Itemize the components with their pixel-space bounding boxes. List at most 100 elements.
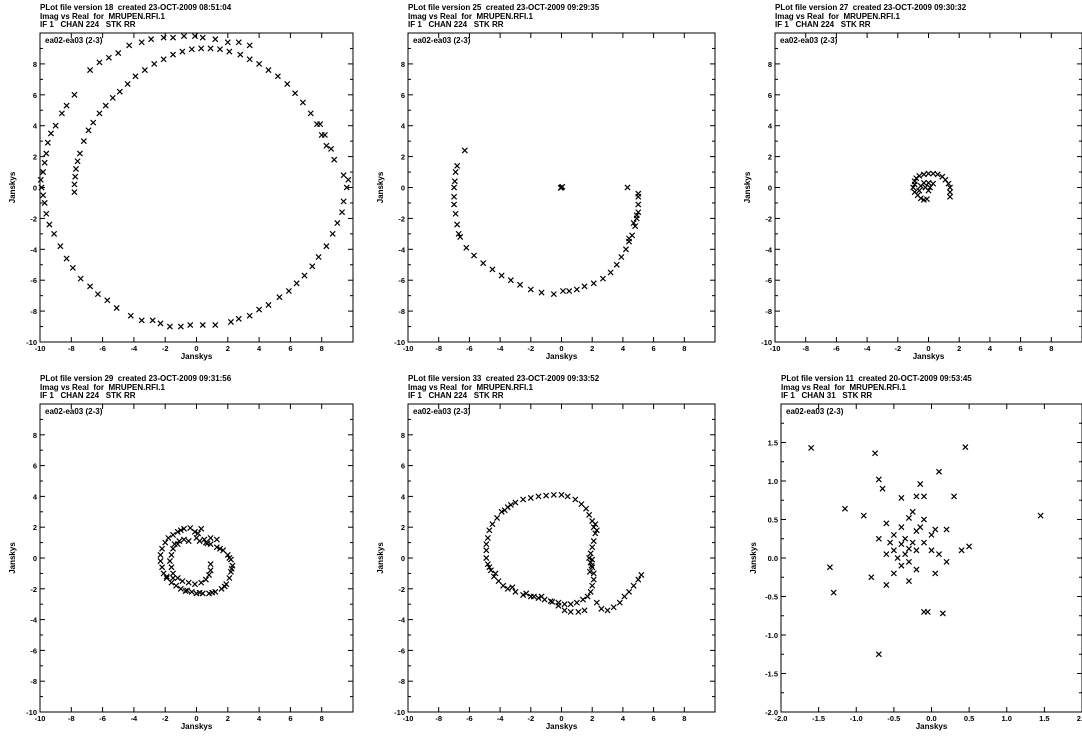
- data-point: [911, 189, 918, 196]
- data-point: [193, 534, 200, 542]
- data-point: [566, 287, 573, 295]
- data-point: [635, 193, 642, 200]
- x-tick-label: 0: [194, 344, 198, 353]
- plot-header-line: PLot file version 27 created 23-OCT-2009…: [775, 3, 967, 12]
- data-point: [916, 172, 923, 179]
- plot-header-line: IF 1 CHAN 224 STK RR: [40, 391, 136, 400]
- y-tick-label: -6: [30, 646, 37, 655]
- data-point: [237, 51, 244, 58]
- data-point: [489, 266, 496, 273]
- data-point: [610, 604, 617, 611]
- y-axis-label: Janskys: [743, 171, 752, 203]
- data-point: [157, 551, 164, 558]
- y-axis-label: Janskys: [8, 171, 17, 203]
- data-point: [224, 551, 231, 558]
- data-point: [1037, 512, 1044, 519]
- data-point: [124, 80, 131, 88]
- data-point: [132, 73, 139, 80]
- data-point: [126, 42, 133, 49]
- x-tick-label: -2.0: [775, 714, 788, 723]
- data-point: [905, 558, 912, 565]
- data-point: [590, 524, 597, 531]
- plot-header: PLot file version 29 created 23-OCT-2009…: [40, 374, 231, 401]
- data-point: [590, 570, 597, 577]
- data-point: [909, 508, 916, 515]
- data-point: [962, 444, 969, 451]
- data-point: [166, 558, 173, 565]
- data-point: [504, 504, 511, 511]
- data-point: [626, 238, 633, 245]
- data-point: [911, 178, 918, 185]
- data-point: [141, 67, 148, 74]
- data-point: [71, 181, 78, 188]
- data-point: [246, 312, 253, 319]
- plot-header-line: PLot file version 25 created 23-OCT-2009…: [408, 3, 600, 12]
- baseline-label: ea02-ea03 (2-3): [413, 36, 471, 45]
- data-point: [451, 178, 458, 185]
- data-point: [592, 521, 599, 528]
- baseline-label: ea02-ea03 (2-3): [780, 36, 838, 45]
- data-point: [555, 599, 562, 606]
- data-point: [930, 180, 937, 187]
- data-point: [573, 286, 580, 293]
- data-point: [920, 179, 927, 186]
- data-point: [626, 235, 633, 242]
- data-point: [589, 556, 596, 563]
- data-point: [191, 528, 198, 535]
- data-point: [923, 196, 930, 203]
- data-point: [927, 184, 934, 191]
- data-point: [191, 33, 198, 40]
- data-point: [46, 221, 53, 228]
- data-point: [538, 593, 545, 600]
- plot-frame: [780, 403, 1082, 713]
- data-point: [209, 589, 216, 596]
- x-tick-label: 8: [320, 344, 324, 353]
- plot-header-line: Imag vs Real for MRUPEN.RFI.1: [775, 11, 900, 21]
- x-tick-label: 4: [257, 714, 262, 723]
- data-point: [550, 491, 557, 498]
- data-point: [159, 564, 166, 571]
- data-point: [583, 505, 590, 512]
- x-tick-label: -8: [435, 344, 442, 353]
- x-tick-label: -2: [162, 344, 169, 353]
- data-point: [340, 172, 347, 179]
- data-point: [224, 39, 231, 46]
- x-tick-label: -4: [131, 344, 138, 353]
- data-point: [44, 139, 51, 146]
- data-point: [193, 590, 200, 597]
- data-point: [875, 476, 882, 483]
- data-point: [454, 162, 461, 169]
- data-point: [323, 243, 330, 250]
- data-point: [905, 545, 912, 552]
- data-point: [176, 538, 183, 545]
- data-point: [936, 468, 943, 475]
- data-point: [632, 223, 639, 230]
- y-tick-label: 4: [401, 122, 406, 131]
- x-tick-label: -4: [497, 344, 504, 353]
- data-point: [160, 570, 167, 577]
- data-point: [72, 165, 80, 172]
- x-tick-label: -6: [833, 344, 840, 353]
- data-point: [590, 576, 597, 583]
- plot-header: PLot file version 25 created 23-OCT-2009…: [408, 3, 600, 30]
- data-point: [223, 581, 230, 588]
- data-point: [898, 562, 905, 569]
- data-point: [212, 321, 219, 329]
- data-point: [920, 516, 927, 523]
- data-point: [527, 494, 534, 501]
- data-point: [905, 514, 912, 521]
- data-point: [498, 508, 505, 515]
- plot-header-line: IF 1 CHAN 224 STK RR: [408, 20, 504, 29]
- data-point: [165, 534, 172, 542]
- x-axis-label: Janskys: [913, 352, 945, 361]
- x-tick-label: -10: [35, 344, 46, 353]
- data-point: [928, 531, 935, 538]
- data-point: [587, 588, 594, 595]
- data-point: [635, 201, 642, 208]
- data-point: [109, 94, 116, 101]
- data-point: [913, 528, 920, 535]
- data-point: [584, 593, 591, 600]
- data-point: [299, 99, 306, 106]
